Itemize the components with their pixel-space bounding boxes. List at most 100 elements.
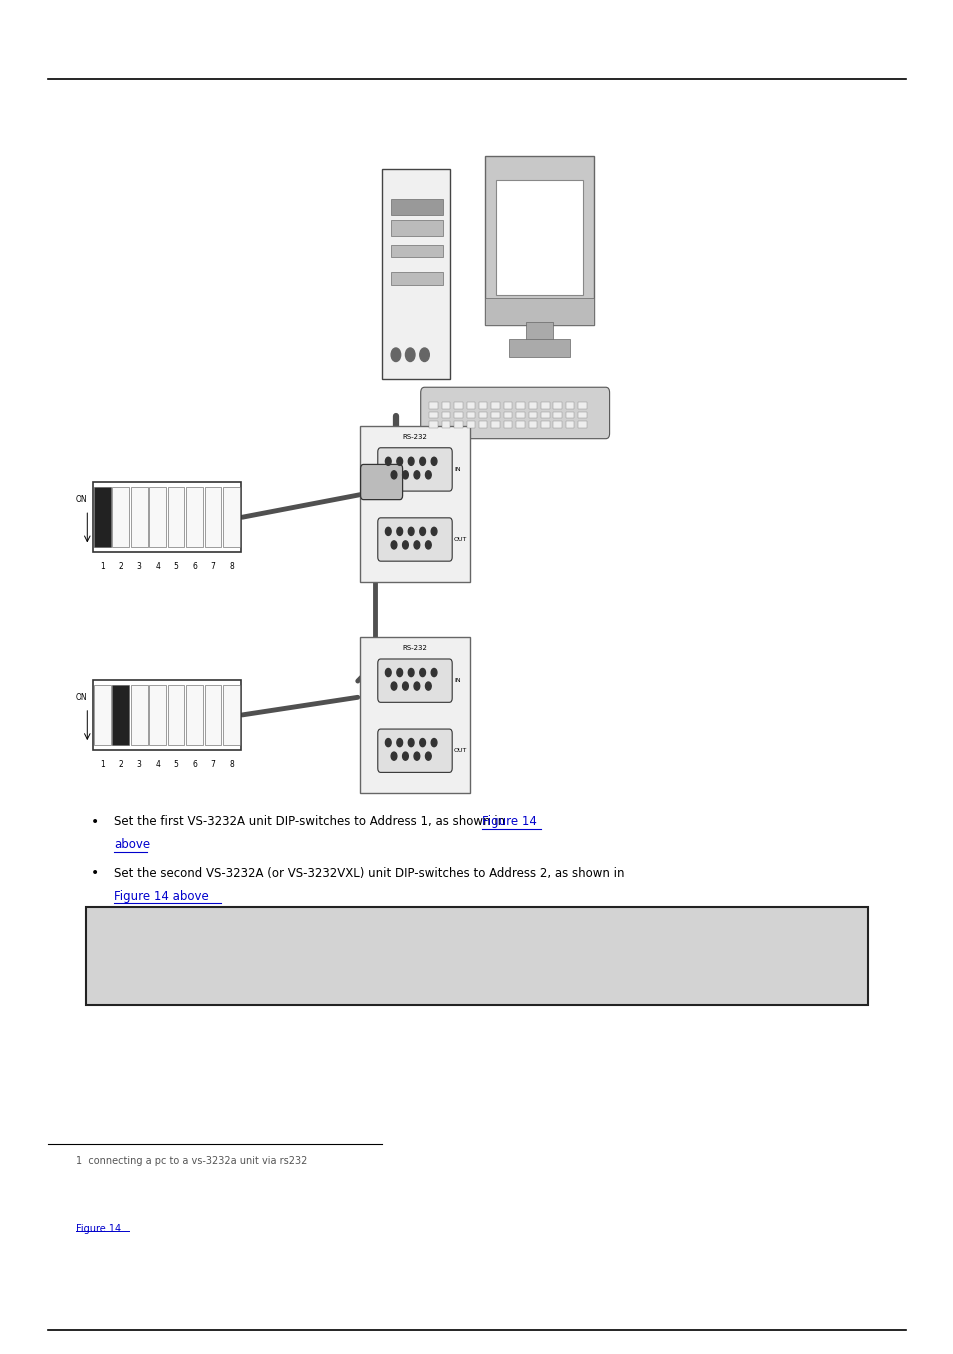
Text: 5: 5 — [173, 760, 178, 769]
Circle shape — [408, 669, 414, 677]
Bar — [516, 402, 524, 409]
Bar — [553, 412, 561, 418]
Text: above: above — [114, 838, 151, 852]
Text: 4: 4 — [155, 562, 160, 571]
Bar — [454, 412, 462, 418]
Circle shape — [419, 669, 425, 677]
FancyBboxPatch shape — [420, 387, 609, 439]
Text: OUT: OUT — [454, 749, 467, 753]
Bar — [112, 487, 129, 547]
Text: •: • — [91, 867, 99, 880]
Bar — [565, 402, 574, 409]
Circle shape — [402, 540, 408, 548]
Bar — [131, 685, 148, 745]
Text: 6: 6 — [193, 562, 197, 571]
Bar — [516, 412, 524, 418]
Bar — [491, 421, 499, 428]
Bar — [466, 421, 475, 428]
Bar — [168, 487, 184, 547]
Bar — [578, 421, 586, 428]
Circle shape — [431, 738, 436, 746]
Circle shape — [431, 458, 436, 466]
Text: RS-232: RS-232 — [402, 646, 427, 651]
Bar — [429, 412, 437, 418]
Bar — [223, 685, 239, 745]
Circle shape — [414, 540, 419, 548]
Circle shape — [419, 527, 425, 535]
Text: 6: 6 — [193, 760, 197, 769]
FancyBboxPatch shape — [86, 907, 867, 1005]
Bar — [540, 421, 549, 428]
Circle shape — [402, 682, 408, 691]
Bar — [478, 402, 487, 409]
Circle shape — [414, 751, 419, 760]
Bar — [466, 402, 475, 409]
Circle shape — [425, 471, 431, 479]
Bar — [429, 402, 437, 409]
Bar — [454, 421, 462, 428]
Text: ON: ON — [75, 693, 87, 701]
Bar — [528, 421, 537, 428]
Bar — [93, 487, 111, 547]
Bar — [359, 425, 469, 582]
Circle shape — [396, 669, 402, 677]
Bar — [578, 412, 586, 418]
Text: 3: 3 — [136, 760, 141, 769]
Bar — [553, 421, 561, 428]
Bar — [112, 685, 129, 745]
Text: Figure 14: Figure 14 — [76, 1224, 121, 1233]
Text: •: • — [91, 815, 99, 829]
Bar — [150, 487, 166, 547]
Bar — [92, 482, 240, 552]
Bar — [223, 487, 239, 547]
Bar — [391, 199, 442, 215]
Bar — [441, 412, 450, 418]
Text: 8: 8 — [229, 760, 233, 769]
FancyBboxPatch shape — [377, 728, 452, 772]
Bar — [516, 421, 524, 428]
Circle shape — [419, 458, 425, 466]
Text: ON: ON — [75, 496, 87, 504]
Bar — [205, 487, 221, 547]
Circle shape — [391, 540, 396, 548]
Bar — [484, 298, 594, 325]
Text: Figure 14 above: Figure 14 above — [114, 890, 209, 903]
Circle shape — [408, 458, 414, 466]
Bar — [484, 156, 594, 325]
Circle shape — [431, 527, 436, 535]
Bar — [381, 169, 450, 379]
Circle shape — [431, 669, 436, 677]
Bar — [496, 180, 582, 295]
Text: 2: 2 — [118, 760, 123, 769]
Bar — [391, 221, 442, 237]
Text: 3: 3 — [136, 562, 141, 571]
Bar — [429, 421, 437, 428]
Bar — [503, 402, 512, 409]
Circle shape — [396, 458, 402, 466]
Bar — [150, 685, 166, 745]
Bar — [526, 322, 552, 341]
Circle shape — [391, 471, 396, 479]
Circle shape — [405, 348, 415, 362]
Bar — [565, 412, 574, 418]
Bar — [186, 487, 203, 547]
Circle shape — [402, 471, 408, 479]
FancyBboxPatch shape — [377, 517, 452, 561]
Bar — [205, 685, 221, 745]
Text: IN: IN — [454, 467, 460, 473]
Text: 7: 7 — [211, 760, 215, 769]
Circle shape — [402, 751, 408, 760]
Bar — [478, 412, 487, 418]
Text: 5: 5 — [173, 562, 178, 571]
Circle shape — [385, 669, 391, 677]
Circle shape — [408, 738, 414, 746]
Circle shape — [414, 682, 419, 691]
Bar — [441, 421, 450, 428]
Bar — [503, 412, 512, 418]
Bar — [528, 402, 537, 409]
Bar — [131, 487, 148, 547]
Text: 4: 4 — [155, 760, 160, 769]
Circle shape — [396, 738, 402, 746]
Text: 8: 8 — [229, 562, 233, 571]
Circle shape — [385, 527, 391, 535]
